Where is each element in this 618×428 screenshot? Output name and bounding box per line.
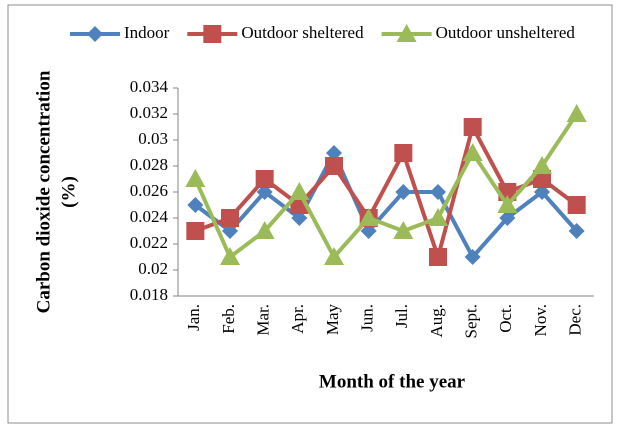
marker <box>463 118 482 136</box>
marker <box>533 170 551 188</box>
y-tick-label: 0.018 <box>130 285 168 304</box>
legend-marker <box>203 25 222 43</box>
marker <box>221 209 239 227</box>
marker <box>532 156 552 174</box>
marker <box>220 247 240 265</box>
x-tick-label: Jul. <box>392 304 411 328</box>
x-tick-label: Sept. <box>462 304 481 338</box>
marker <box>568 223 585 239</box>
legend-label: Outdoor sheltered <box>241 23 364 42</box>
marker <box>185 169 206 187</box>
marker <box>430 184 446 200</box>
marker <box>324 247 344 265</box>
legend-marker <box>87 26 103 42</box>
legend-marker <box>396 24 417 42</box>
y-tick-label: 0.028 <box>130 155 168 174</box>
marker <box>358 208 379 226</box>
x-tick-label: Jan. <box>184 304 203 331</box>
marker <box>325 157 343 175</box>
y-tick-label: 0.03 <box>138 129 168 148</box>
y-tick-label: 0.02 <box>138 259 168 278</box>
x-tick-label: Nov. <box>531 304 550 336</box>
x-tick-label: Aug. <box>427 304 446 338</box>
x-tick-label: May <box>323 304 342 336</box>
x-tick-label: Feb. <box>219 304 238 334</box>
x-tick-label: Jun. <box>358 304 377 332</box>
marker <box>462 143 483 161</box>
x-tick-label: Mar. <box>254 304 273 336</box>
y-tick-label: 0.024 <box>130 207 169 226</box>
marker <box>186 222 205 240</box>
marker <box>187 197 204 213</box>
x-axis-label: Month of the year <box>319 371 466 392</box>
marker <box>566 104 587 122</box>
x-tick-label: Dec. <box>566 304 585 336</box>
legend-label: Indoor <box>124 23 170 42</box>
y-axis-label: Carbon dioxide concentration <box>33 70 54 313</box>
marker <box>429 248 447 266</box>
y-tick-label: 0.034 <box>130 77 169 96</box>
marker <box>289 182 310 200</box>
x-tick-label: Apr. <box>288 304 307 334</box>
x-tick-label: Oct. <box>496 304 515 333</box>
y-tick-label: 0.026 <box>130 181 168 200</box>
marker <box>567 196 586 214</box>
legend-label: Outdoor unsheltered <box>436 23 576 42</box>
marker <box>394 144 413 162</box>
y-axis-label: (%) <box>58 176 79 208</box>
marker <box>393 221 414 239</box>
y-tick-label: 0.022 <box>130 233 168 252</box>
marker <box>499 210 516 226</box>
marker <box>255 170 274 188</box>
marker <box>254 221 275 239</box>
marker <box>497 195 518 213</box>
y-tick-label: 0.032 <box>130 103 168 122</box>
marker <box>395 184 412 200</box>
marker <box>464 249 481 265</box>
marker <box>428 208 448 226</box>
series-line <box>194 151 579 259</box>
